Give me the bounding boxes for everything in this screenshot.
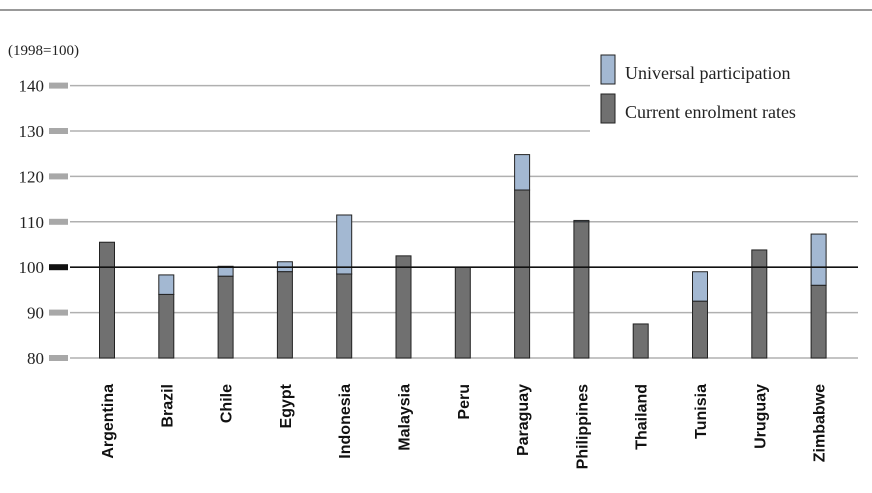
- category-label-philippines: Philippines: [574, 384, 591, 469]
- bar-universal-tunisia: [692, 271, 708, 302]
- y-tick-label: 140: [19, 77, 45, 96]
- category-label-tunisia: Tunisia: [693, 384, 710, 439]
- bar-current-malaysia: [395, 255, 412, 359]
- tick-mark-80: [49, 355, 68, 361]
- category-label-uruguay: Uruguay: [752, 384, 769, 449]
- category-label-paraguay: Paraguay: [515, 384, 532, 456]
- legend-swatch-current: [600, 93, 616, 124]
- tick-mark-110: [49, 218, 68, 225]
- unit-label: (1998=100): [8, 43, 79, 59]
- legend: Universal participation Current enrolment…: [600, 54, 796, 124]
- category-label-malaysia: Malaysia: [397, 384, 414, 451]
- bar-current-brazil: [158, 293, 175, 359]
- y-tick-label: 110: [19, 213, 44, 232]
- y-tick-label: 130: [19, 122, 45, 141]
- category-label-egypt: Egypt: [278, 383, 295, 428]
- bar-universal-indonesia: [336, 214, 353, 275]
- category-label-peru: Peru: [456, 384, 473, 420]
- bar-current-chile: [217, 275, 234, 359]
- category-label-zimbabwe: Zimbabwe: [812, 384, 829, 462]
- category-labels: Argentina Brazil Chile Egypt Indonesia Malays…: [100, 383, 829, 469]
- y-tick-label: 100: [19, 258, 45, 277]
- tick-mark-140: [49, 82, 68, 89]
- tick-mark-100: [49, 264, 68, 271]
- tick-mark-120: [49, 173, 68, 180]
- category-label-indonesia: Indonesia: [337, 384, 354, 459]
- bar-current-zimbabwe: [810, 284, 827, 359]
- bar-current-peru: [454, 266, 471, 359]
- legend-label-universal: Universal participation: [625, 63, 790, 83]
- bar-current-thailand: [632, 323, 649, 359]
- bar-current-philippines: [573, 221, 590, 359]
- bar-current-uruguay: [751, 249, 768, 359]
- y-tick-label: 90: [27, 304, 44, 323]
- category-label-brazil: Brazil: [159, 384, 176, 428]
- bar-current-tunisia: [692, 300, 708, 359]
- category-label-argentina: Argentina: [100, 384, 117, 459]
- legend-swatch-universal: [600, 54, 616, 85]
- category-label-chile: Chile: [219, 384, 236, 423]
- tick-mark-90: [49, 309, 68, 316]
- bar-current-argentina: [99, 241, 115, 359]
- bar-universal-paraguay: [514, 154, 531, 191]
- y-tick-label: 120: [19, 167, 45, 186]
- bar-universal-brazil: [158, 274, 175, 295]
- y-tick-label: 80: [27, 349, 44, 368]
- bars: [99, 154, 827, 359]
- bar-current-paraguay: [514, 189, 531, 359]
- bar-current-egypt: [276, 271, 293, 359]
- legend-label-current: Current enrolment rates: [625, 102, 796, 122]
- category-label-thailand: Thailand: [634, 384, 651, 450]
- bar-current-indonesia: [336, 273, 353, 359]
- tick-mark-130: [49, 128, 68, 134]
- bar-universal-zimbabwe: [810, 233, 827, 286]
